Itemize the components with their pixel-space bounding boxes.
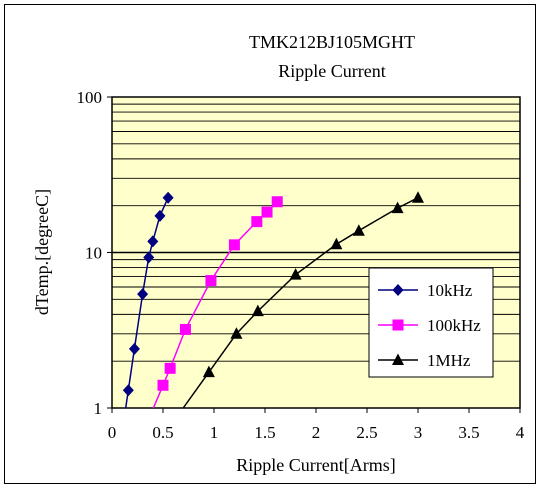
square-marker	[205, 275, 217, 287]
triangle-marker	[251, 304, 264, 317]
diamond-marker	[143, 251, 155, 264]
x-tick-labels: 0 0.5 1 1.5 2 2.5 3 3.5 4	[108, 408, 525, 442]
data-series	[122, 191, 424, 409]
diamond-marker	[122, 384, 134, 397]
legend-entry: 1MHz	[378, 351, 471, 370]
x-tick-label: 1	[210, 423, 219, 442]
x-tick-label: 1.5	[254, 423, 275, 442]
diamond-marker	[162, 191, 174, 204]
diamond-marker	[392, 284, 404, 296]
triangle-marker	[392, 353, 404, 365]
diamond-marker	[147, 235, 159, 248]
x-tick-label: 3.5	[458, 423, 479, 442]
diamond-marker	[128, 342, 140, 355]
series-10kHz	[122, 191, 174, 409]
triangle-marker	[391, 201, 404, 214]
square-marker	[251, 216, 263, 228]
y-tick-label: 1	[94, 399, 103, 418]
square-marker	[261, 206, 273, 218]
legend-label: 100kHz	[427, 316, 481, 335]
triangle-marker	[202, 365, 215, 378]
legend-label: 1MHz	[427, 351, 471, 370]
legend-entry: 10kHz	[378, 281, 473, 300]
series-1MHz	[182, 191, 424, 409]
square-marker	[157, 379, 169, 391]
diamond-marker	[137, 288, 149, 301]
legend: 10kHz 100kHz 1MHz	[368, 267, 494, 378]
triangle-marker	[412, 191, 424, 203]
chart-subtitle: Ripple Current	[278, 61, 385, 81]
x-axis-label: Ripple Current[Arms]	[236, 455, 395, 475]
x-tick-label: 3	[414, 423, 423, 442]
square-marker	[271, 196, 283, 208]
square-marker	[164, 362, 176, 374]
x-tick-label: 2	[312, 423, 321, 442]
square-marker	[179, 323, 191, 335]
square-marker	[228, 239, 240, 251]
y-tick-label: 100	[77, 88, 103, 107]
x-tick-label: 0	[108, 423, 117, 442]
x-tick-label: 0.5	[152, 423, 173, 442]
y-axis-label: dTemp.[degreeC]	[32, 189, 52, 315]
triangle-marker	[289, 268, 302, 280]
triangle-marker	[330, 237, 343, 250]
x-tick-label: 2.5	[356, 423, 377, 442]
x-tick-label: 4	[516, 423, 525, 442]
y-tick-label: 10	[85, 244, 102, 263]
square-marker	[392, 319, 404, 331]
triangle-marker	[352, 224, 365, 236]
triangle-marker	[230, 327, 243, 339]
legend-box	[368, 267, 494, 378]
legend-label: 10kHz	[427, 281, 473, 300]
diamond-marker	[154, 209, 166, 222]
chart-title: TMK212BJ105MGHT	[249, 32, 415, 52]
y-tick-labels: 1 10 100	[77, 88, 112, 418]
legend-entry: 100kHz	[378, 316, 481, 335]
series-100kHz	[152, 196, 283, 409]
